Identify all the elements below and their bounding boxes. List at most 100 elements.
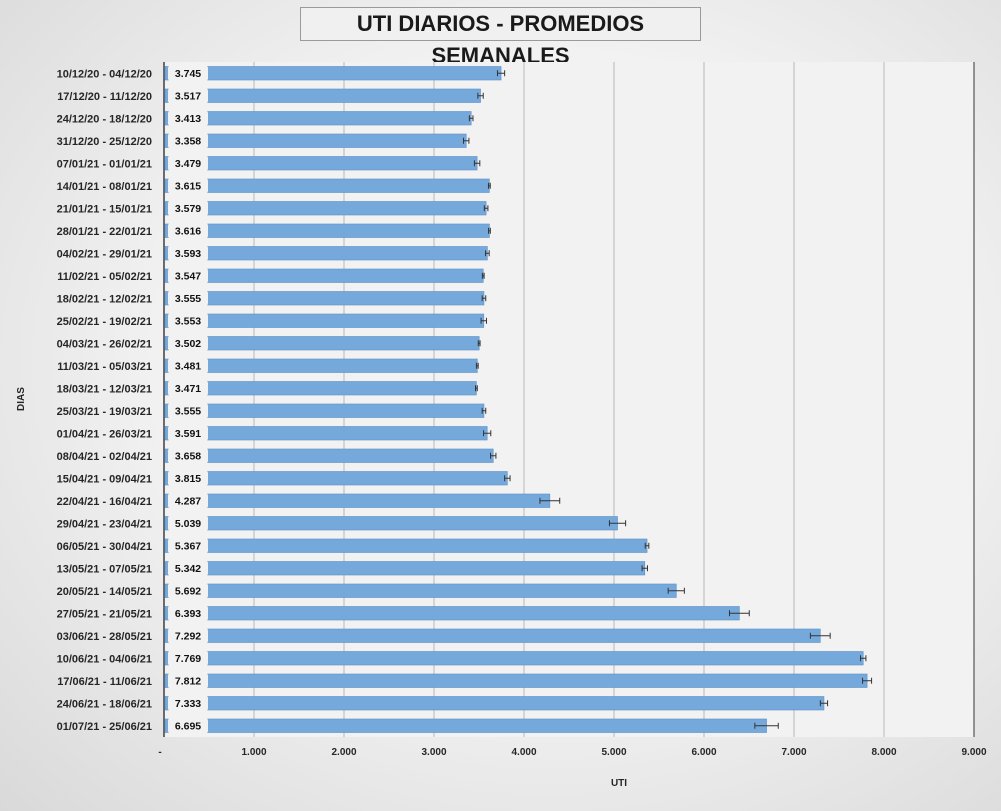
category-label: 15/04/21 - 09/04/21 <box>57 473 152 485</box>
bar <box>164 651 864 666</box>
category-label: 24/12/20 - 18/12/20 <box>57 113 152 125</box>
data-label: 7.333 <box>175 698 201 710</box>
category-label: 31/12/20 - 25/12/20 <box>57 136 152 148</box>
error-bar <box>490 452 497 459</box>
category-label: 08/04/21 - 02/04/21 <box>57 451 152 463</box>
bar <box>164 381 477 396</box>
bar <box>164 358 478 373</box>
data-label: 5.367 <box>175 541 201 553</box>
data-label-box <box>168 402 208 419</box>
data-label: 3.479 <box>175 158 201 170</box>
error-bar <box>504 475 511 482</box>
data-label-box <box>168 312 208 329</box>
data-label: 7.769 <box>175 653 201 665</box>
bars: 3.745 3.517 3.413 3.358 3.479 3.615 3.579 3.616… <box>164 65 873 734</box>
data-label: 3.591 <box>175 428 201 440</box>
category-label: 06/05/21 - 30/04/21 <box>57 541 152 553</box>
data-label: 3.658 <box>175 451 201 463</box>
data-label-box <box>168 627 208 644</box>
error-bar <box>468 115 474 122</box>
error-bar <box>485 250 490 257</box>
bar <box>164 111 472 126</box>
category-label: 22/04/21 - 16/04/21 <box>57 496 152 508</box>
data-label-box <box>168 87 208 104</box>
error-bar <box>608 520 627 527</box>
data-label-box <box>168 425 208 442</box>
data-label: 5.342 <box>175 563 201 575</box>
data-label-box <box>168 537 208 554</box>
category-label: 20/05/21 - 14/05/21 <box>57 586 152 598</box>
bar <box>164 561 646 576</box>
category-label: 01/07/21 - 25/06/21 <box>57 721 152 733</box>
data-label: 3.553 <box>175 316 201 328</box>
data-label: 3.481 <box>175 361 201 373</box>
data-label-box <box>168 515 208 532</box>
category-label: 17/06/21 - 11/06/21 <box>57 676 152 688</box>
bar <box>164 403 485 418</box>
bar <box>164 178 490 193</box>
data-label-box <box>168 672 208 689</box>
data-label: 3.616 <box>175 226 201 238</box>
data-label: 3.471 <box>175 383 201 395</box>
error-bar <box>475 362 479 369</box>
x-tick-label: 8.000 <box>871 747 896 758</box>
x-tick-label: 7.000 <box>781 747 806 758</box>
data-label-box <box>168 470 208 487</box>
error-bar <box>481 295 487 302</box>
data-label: 6.393 <box>175 608 201 620</box>
data-label-box <box>168 560 208 577</box>
data-label: 3.547 <box>175 271 201 283</box>
data-label: 5.692 <box>175 586 201 598</box>
error-bar <box>487 182 491 189</box>
data-label: 3.502 <box>175 338 201 350</box>
category-label: 11/02/21 - 05/02/21 <box>57 271 152 283</box>
error-bar <box>488 227 491 234</box>
bar <box>164 448 494 463</box>
x-tick-label: 5.000 <box>601 747 626 758</box>
x-tick-label: 1.000 <box>241 747 266 758</box>
category-label: 17/12/20 - 11/12/20 <box>57 91 152 103</box>
data-label: 3.615 <box>175 181 201 193</box>
bar <box>164 336 480 351</box>
bar <box>164 88 481 103</box>
data-label: 6.695 <box>175 721 201 733</box>
data-label-box <box>168 132 208 149</box>
x-axis-title: UTI <box>611 778 627 789</box>
category-label: 18/03/21 - 12/03/21 <box>57 383 152 395</box>
category-label: 24/06/21 - 18/06/21 <box>57 698 152 710</box>
data-label-box <box>168 582 208 599</box>
error-bar <box>667 587 685 594</box>
data-label: 3.579 <box>175 203 201 215</box>
data-label: 4.287 <box>175 496 201 508</box>
error-bar <box>819 700 829 707</box>
data-label: 3.815 <box>175 473 201 485</box>
x-tick-labels: - 1.000 2.000 3.000 4.000 5.000 6.000 7.000 8.00… <box>158 747 987 758</box>
bar <box>164 223 490 238</box>
data-label-box <box>168 222 208 239</box>
data-label-box <box>168 492 208 509</box>
bar <box>164 673 868 688</box>
bar <box>164 156 478 171</box>
error-bar <box>477 92 484 99</box>
data-label-box <box>168 695 208 712</box>
bar <box>164 201 487 216</box>
error-bar <box>480 317 487 324</box>
category-label: 21/01/21 - 15/01/21 <box>57 203 152 215</box>
data-label: 3.593 <box>175 248 201 260</box>
x-tick-label: 3.000 <box>421 747 446 758</box>
data-label: 7.812 <box>175 676 201 688</box>
category-labels: 10/12/20 - 04/12/20 17/12/20 - 11/12/20 24… <box>57 68 152 733</box>
data-label-box <box>168 380 208 397</box>
data-label-box <box>168 447 208 464</box>
bar <box>164 493 551 508</box>
data-label: 3.745 <box>175 68 201 80</box>
data-label: 3.555 <box>175 406 201 418</box>
bar <box>164 583 677 598</box>
error-bar <box>809 632 831 639</box>
bar <box>164 606 740 621</box>
category-label: 18/02/21 - 12/02/21 <box>57 293 152 305</box>
data-label-box <box>168 605 208 622</box>
category-label: 13/05/21 - 07/05/21 <box>57 563 152 575</box>
data-label-box <box>168 357 208 374</box>
